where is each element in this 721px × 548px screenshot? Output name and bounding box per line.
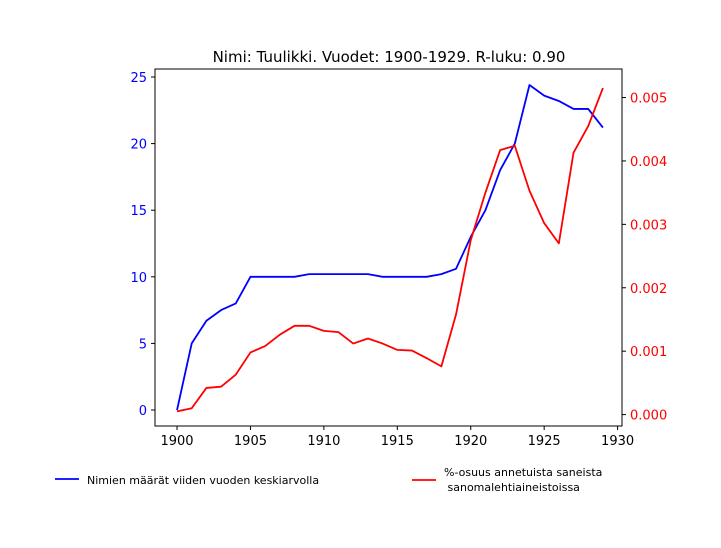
y-left-tick-label: 10 — [130, 271, 147, 286]
y-left-tick-label: 0 — [139, 404, 147, 419]
legend-label-2-line: %-osuus annetuista saneista — [444, 466, 602, 479]
series-line-1 — [176, 84, 604, 411]
series-line-2 — [176, 87, 604, 413]
axes: 1900 1905 1910 1915 1920 1925 1930 0 5 10 15 20 25 0.… — [130, 68, 667, 449]
y-left-tick-label: 20 — [130, 138, 147, 153]
y-left-tick-label: 15 — [130, 204, 147, 219]
x-tick-label: 1905 — [234, 434, 267, 449]
x-tick-label: 1915 — [381, 434, 414, 449]
x-tick-label: 1900 — [160, 434, 193, 449]
x-tick-label: 1910 — [307, 434, 340, 449]
y-right-tick-label: 0.003 — [630, 218, 667, 233]
x-tick-label: 1925 — [528, 434, 561, 449]
legend: Nimien määrät viiden vuoden keskiarvolla… — [55, 466, 602, 494]
y-right-tick-label: 0.000 — [630, 409, 667, 424]
legend-label-2-line: sanomalehtiaineistoissa — [444, 481, 580, 494]
plot-area — [176, 84, 604, 413]
y-right-tick-label: 0.002 — [630, 282, 667, 297]
x-tick-label: 1930 — [601, 434, 634, 449]
legend-label-2: %-osuus annetuista saneista sanomalehtia… — [444, 466, 602, 494]
y-right-tick-label: 0.004 — [630, 155, 667, 170]
legend-label-1: Nimien määrät viiden vuoden keskiarvolla — [87, 474, 319, 487]
y-left-tick-label: 25 — [130, 71, 147, 86]
y-left-tick-label: 5 — [139, 337, 147, 352]
x-tick-label: 1920 — [454, 434, 487, 449]
y-right-tick-label: 0.001 — [630, 345, 667, 360]
y-right-tick-label: 0.005 — [630, 92, 667, 107]
chart-title: Nimi: Tuulikki. Vuodet: 1900-1929. R-luk… — [213, 48, 566, 66]
plot-frame — [154, 68, 623, 427]
